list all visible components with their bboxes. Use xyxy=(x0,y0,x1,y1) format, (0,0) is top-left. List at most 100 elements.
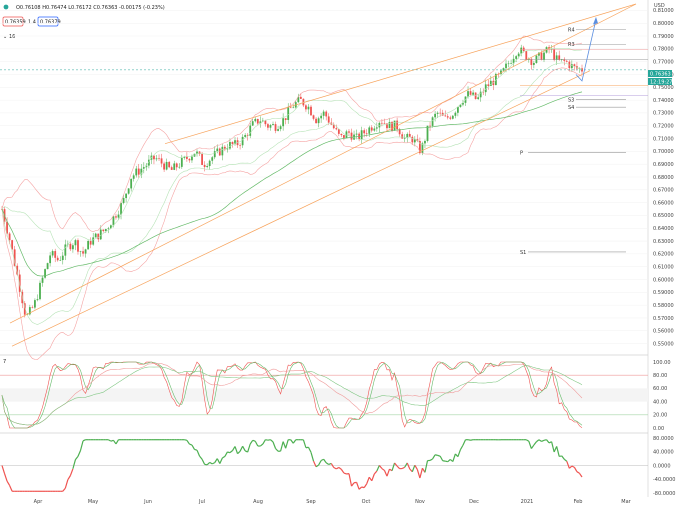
momentum-segment xyxy=(69,468,74,476)
candle-body xyxy=(459,104,462,107)
candle-body xyxy=(229,141,231,149)
candle-body xyxy=(532,62,535,65)
momentum-segment xyxy=(247,443,251,453)
price-pane[interactable]: R4 R3 S3 S4 P S1 xyxy=(0,3,648,360)
candle-body xyxy=(127,188,130,194)
pivot-label: S1 xyxy=(520,250,526,256)
momentum-segment xyxy=(333,466,337,470)
candle-body xyxy=(72,245,74,250)
candle-body xyxy=(198,151,201,154)
candle-body xyxy=(419,140,421,154)
momentum-segment xyxy=(551,441,555,453)
symbol-dot-icon[interactable] xyxy=(3,4,9,10)
stoch-slow-signal-line xyxy=(1,365,583,426)
candle-body xyxy=(299,96,302,99)
momentum-segment xyxy=(340,469,345,474)
projection-path[interactable] xyxy=(575,19,597,82)
momentum-segment xyxy=(538,439,542,442)
y-tick-label: 0.71000 xyxy=(653,136,674,142)
channel-lower-line[interactable] xyxy=(11,70,591,347)
momentum-segment xyxy=(561,455,565,460)
momentum-segment xyxy=(348,473,353,487)
candle-body xyxy=(515,56,518,59)
momentum-segment xyxy=(219,457,223,464)
candle-body xyxy=(454,112,457,116)
x-tick-label: Mar xyxy=(621,499,631,505)
pivot-label: S4 xyxy=(568,105,574,111)
stoch-tick-label: 80.00 xyxy=(653,373,667,379)
candle-body xyxy=(408,133,411,137)
momentum-segment xyxy=(280,441,284,452)
momentum-segment xyxy=(416,469,421,479)
stochastic-pane[interactable] xyxy=(0,361,648,429)
momentum-segment xyxy=(386,468,391,477)
momentum-segment xyxy=(381,468,385,471)
momentum-pane[interactable] xyxy=(0,439,648,492)
momentum-segment xyxy=(543,439,547,441)
momentum-segment xyxy=(563,458,568,462)
candle-body xyxy=(383,123,386,124)
momentum-segment xyxy=(302,439,307,448)
candle-body xyxy=(456,106,459,113)
candle-body xyxy=(51,251,54,256)
momentum-segment xyxy=(201,459,206,465)
candle-body xyxy=(117,214,120,218)
momentum-segment xyxy=(62,487,66,492)
momentum-segment xyxy=(383,470,388,477)
candle-body xyxy=(489,80,492,87)
time-axis[interactable]: Apr May Jun Jul Aug Sep Oct Nov Dec 2021 Feb Mar xyxy=(34,499,632,505)
stoch-tick-label: 20.00 xyxy=(653,413,667,419)
candle-body xyxy=(469,91,472,95)
candle-body xyxy=(386,123,388,129)
momentum-segment xyxy=(196,449,201,457)
x-tick-label: May xyxy=(88,499,98,505)
candle-body xyxy=(451,115,454,119)
momentum-segment xyxy=(67,475,71,481)
candle-body xyxy=(479,91,482,98)
countdown-tag xyxy=(648,78,672,85)
pivot-label: S3 xyxy=(568,97,574,103)
momentum-segment xyxy=(310,452,315,462)
y-tick-label: 0.56000 xyxy=(653,329,674,335)
candle-body xyxy=(370,127,373,131)
pivot-label: P xyxy=(520,150,523,156)
momentum-segment xyxy=(252,439,256,442)
candle-body xyxy=(175,163,178,168)
buy-button[interactable] xyxy=(37,16,59,27)
collapse-chevron-icon[interactable]: ⌄ xyxy=(3,34,7,40)
candle-body xyxy=(61,255,64,261)
candle-body xyxy=(120,203,122,215)
candle-body xyxy=(46,263,49,270)
candle-body xyxy=(502,68,505,71)
candle-body xyxy=(340,133,343,136)
sell-button[interactable] xyxy=(2,16,24,27)
candle-body xyxy=(403,137,406,139)
momentum-segment xyxy=(237,450,241,455)
candle-body xyxy=(343,135,345,138)
momentum-segment xyxy=(338,466,342,470)
momentum-segment xyxy=(249,439,254,445)
candle-body xyxy=(165,161,168,170)
y-tick-label: 0.61000 xyxy=(653,265,674,271)
channel-mid-line[interactable] xyxy=(164,3,637,145)
candle-body xyxy=(135,168,138,176)
momentum-segment xyxy=(254,440,259,447)
candle-body xyxy=(378,122,381,128)
candle-body xyxy=(284,118,287,121)
momentum-segment xyxy=(318,460,322,466)
momentum-segment xyxy=(315,464,319,468)
candle-body xyxy=(348,131,350,133)
channel-upper-line[interactable] xyxy=(9,3,637,324)
header-legend: O0.76108 H0.76474 L0.76172 C0.76363 -0.0… xyxy=(2,3,665,40)
candle-body xyxy=(510,63,512,64)
candle-body xyxy=(555,55,558,60)
momentum-segment xyxy=(366,476,370,484)
price-axis[interactable]: 0.810000.800000.790000.780000.770000.760… xyxy=(653,8,675,497)
stoch-tick-label: 60.00 xyxy=(653,386,667,392)
stoch-d-line xyxy=(1,361,583,429)
candle-body xyxy=(413,139,416,143)
candle-body xyxy=(87,240,90,250)
momentum-segment xyxy=(323,458,327,464)
momentum-segment xyxy=(72,459,77,469)
